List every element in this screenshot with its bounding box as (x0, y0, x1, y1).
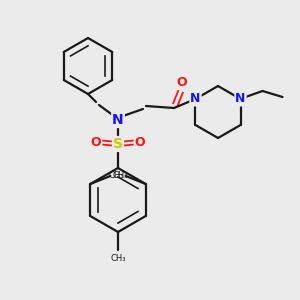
Text: N: N (235, 92, 246, 106)
Text: S: S (113, 137, 123, 151)
Text: CH₃: CH₃ (110, 254, 126, 263)
Text: CH₃: CH₃ (108, 170, 124, 179)
Text: O: O (135, 136, 145, 148)
Text: N: N (190, 92, 201, 106)
Text: O: O (177, 76, 187, 88)
Text: O: O (91, 136, 101, 148)
Text: CH₃: CH₃ (112, 170, 128, 179)
Text: N: N (112, 113, 124, 127)
